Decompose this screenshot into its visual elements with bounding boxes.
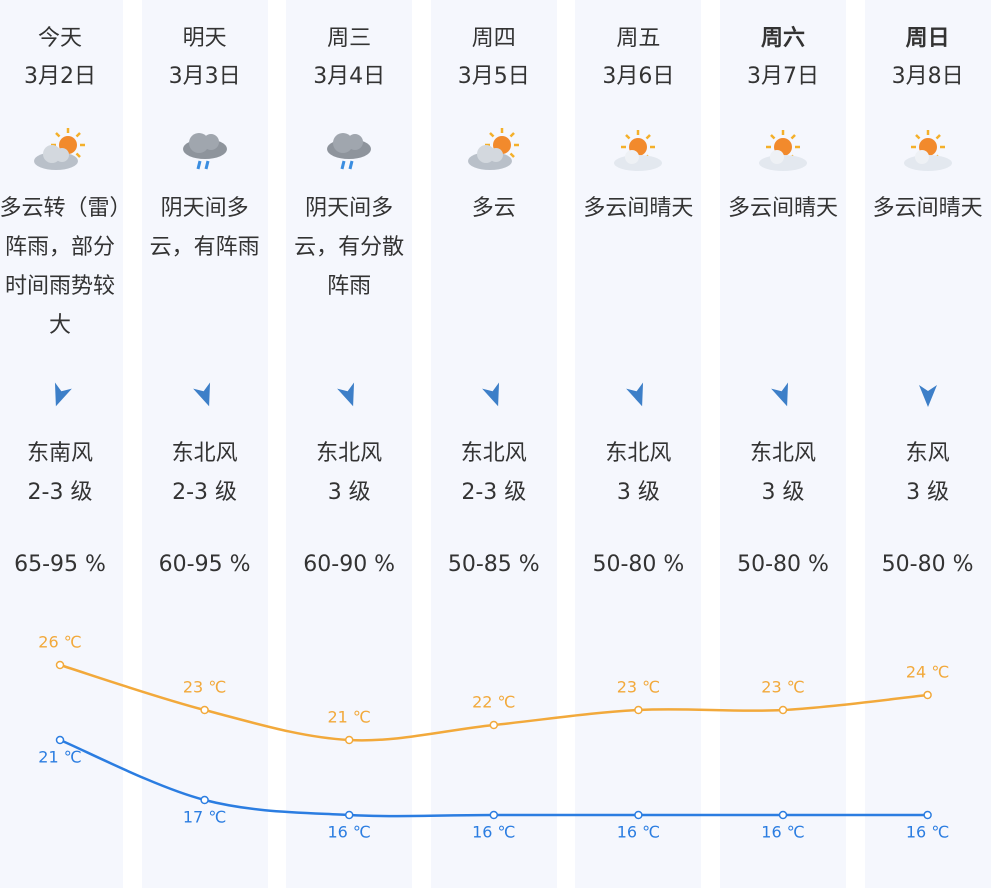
temp-point [634,810,643,820]
temp-point [344,810,354,820]
weather-desc: 多云 [471,196,516,221]
weather-desc: 多云转（雷）阵雨，部分时间雨势较大 [0,196,121,338]
weather-desc: 多云间晴天 [872,196,983,221]
day-column: 周六 3月7日多云间晴天东北风 3 级 50-80 % [720,0,846,888]
humidity: 60-95 % [158,552,251,577]
day-column: 周四 3月5日多云东北风 2-3 级 50-85 % [430,0,557,888]
wind-arrow [192,382,210,407]
temp-line [59,738,928,818]
wind-direction: 东南风 [26,441,93,466]
day-date: 3月4日 [313,64,386,89]
humidity: 50-85 % [447,552,540,577]
day-date: 3月3日 [168,64,241,89]
wind-arrow [771,382,789,407]
day-date: 3月8日 [891,64,964,89]
temp-label: 22 ℃ [472,693,515,712]
wind-direction: 东北风 [605,441,672,466]
weather-icon [759,130,807,171]
temp-label: 16 ℃ [761,823,804,842]
temp-point [778,705,788,715]
temp-label: 17 ℃ [183,808,226,827]
day-column: 周日 3月8日多云间晴天东风 3 级 50-80 % [864,0,991,888]
wind-direction: 东北风 [749,441,816,466]
weather-icon [182,133,227,170]
wind-arrow [626,382,644,407]
temp-label: 16 ℃ [906,823,949,842]
day-date: 3月5日 [457,64,530,89]
humidity: 50-80 % [881,552,974,577]
temp-point [55,660,65,670]
temp-point [489,810,499,820]
wind-arrow [337,382,355,407]
weather-desc: 阴天间多云，有分散阵雨 [294,196,405,299]
temp-label: 16 ℃ [617,823,660,842]
day-column: 周五 3月6日多云间晴天东北风 3 级 50-80 % [575,0,702,888]
wind-direction: 东北风 [460,441,527,466]
temp-point [634,705,643,715]
day-date: 3月6日 [602,64,675,89]
weather-desc: 阴天间多云，有阵雨 [149,196,260,260]
wind-direction: 东北风 [171,441,238,466]
temp-point [200,705,209,715]
day-name: 周五 [616,26,661,51]
wind-level: 3 级 [906,480,950,505]
weather-icon [34,128,85,170]
humidity: 50-80 % [737,552,829,577]
day-column: 明天 3月3日阴天间多云，有阵雨东北风 2-3 级 60-95 % [141,0,268,888]
temp-point [489,720,499,730]
wind-arrow [481,382,499,407]
day-name: 周六 [760,26,805,51]
temp-label: 23 ℃ [617,678,660,697]
temp-label: 21 ℃ [38,748,81,767]
temp-label: 16 ℃ [472,823,515,842]
temp-label: 21 ℃ [327,708,370,727]
wind-level: 3 级 [761,480,805,505]
wind-direction: 东北风 [316,441,383,466]
weather-desc: 多云间晴天 [727,196,838,221]
weather-icon [327,133,372,170]
temp-point [344,735,354,745]
temp-label: 23 ℃ [761,678,804,697]
wind-level: 2-3 级 [172,480,238,505]
wind-level: 3 级 [616,480,660,505]
humidity: 50-80 % [592,552,685,577]
temp-label: 23 ℃ [183,678,226,697]
weather-icon [467,128,519,170]
wind-direction: 东风 [905,441,950,466]
wind-arrow [54,382,72,407]
humidity: 65-95 % [14,552,106,577]
day-name: 周日 [905,26,950,51]
day-name: 周四 [471,26,516,51]
day-date: 3月7日 [747,64,819,89]
weather-icon [614,130,663,171]
temp-point [200,795,209,805]
temp-point [923,810,932,820]
temp-point [55,735,65,745]
day-name: 周三 [327,26,372,51]
wind-level: 3 级 [327,480,371,505]
wind-arrow [918,385,937,407]
wind-level: 2-3 级 [461,480,527,505]
weather-icon [903,130,952,171]
day-name: 今天 [37,26,82,51]
day-name: 明天 [182,26,227,51]
humidity: 60-90 % [303,552,396,577]
temp-point [778,810,788,820]
temp-label: 26 ℃ [38,633,81,652]
day-date: 3月2日 [24,64,96,89]
weather-desc: 多云间晴天 [583,196,694,221]
temp-label: 16 ℃ [327,823,370,842]
wind-level: 2-3 级 [27,480,93,505]
temp-point [923,690,932,700]
temp-label: 24 ℃ [906,663,949,682]
